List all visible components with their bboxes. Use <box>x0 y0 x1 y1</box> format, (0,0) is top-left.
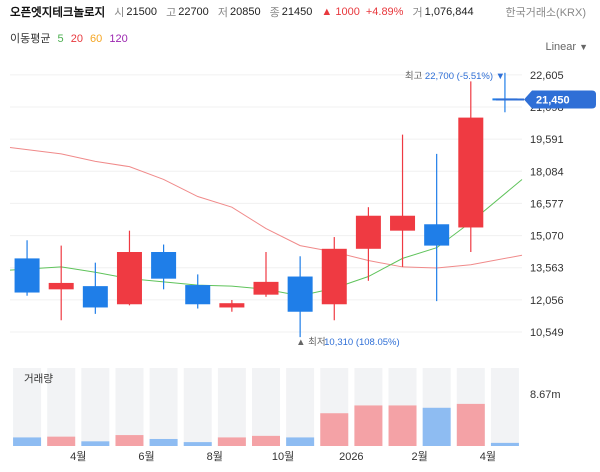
close-label: 종 <box>269 7 280 19</box>
volume-column-bg <box>183 368 212 446</box>
volume-tick-label: 8.67m <box>530 389 561 401</box>
scale-label: Linear <box>545 41 577 53</box>
candle-body <box>253 281 279 295</box>
volume-bar <box>490 442 519 446</box>
ma20-line <box>9 146 523 269</box>
ma-legend-60: 60 <box>90 33 103 45</box>
volume-bar <box>183 442 212 446</box>
candle-body <box>424 224 450 246</box>
change-value: ▲ 1000 <box>321 6 360 18</box>
exchange-label: 한국거래소(KRX) <box>505 7 586 19</box>
candle-body <box>116 252 142 305</box>
volume-bar <box>217 437 246 446</box>
x-tick-label: 8월 <box>207 450 223 463</box>
y-tick-label: 16,577 <box>530 198 564 210</box>
x-tick-label: 4월 <box>70 450 86 463</box>
candle-body <box>219 303 245 308</box>
volume-bar <box>81 441 110 446</box>
open-label: 시 <box>114 7 125 19</box>
low-annotation-value: 10,310 (108.05%) <box>324 337 400 348</box>
open-value: 21500 <box>126 6 158 18</box>
x-tick-label: 10월 <box>272 450 294 463</box>
current-price-tag <box>524 90 596 109</box>
candle-body <box>287 276 313 312</box>
candle-body <box>14 258 40 293</box>
ma-legend-120: 120 <box>109 33 128 45</box>
y-tick-label: 18,084 <box>530 166 564 178</box>
volume-column-bg <box>81 368 110 446</box>
close-value: 21450 <box>281 6 313 18</box>
volume-column-bg <box>47 368 76 446</box>
candle-body <box>82 286 108 308</box>
high-annotation-value: 22,700 (-5.51%) ▼ <box>425 71 505 82</box>
volume-column-bg <box>286 368 315 446</box>
low-annotation-prefix: ▲ 최저 <box>296 337 326 348</box>
volume-title: 거래량 <box>24 373 53 385</box>
candle-body <box>458 117 484 228</box>
candle-body <box>321 248 347 305</box>
ma-legend-5: 5 <box>57 33 64 45</box>
quote-header: 오픈엣지테크놀로지 시 21500 고 22700 저 20850 종 21450 ▲ … <box>10 4 590 22</box>
scale-dropdown[interactable]: Linear ▼ <box>546 41 589 53</box>
chevron-down-icon: ▼ <box>579 42 588 52</box>
volume-column-bg <box>115 368 144 446</box>
volume-bar <box>354 405 383 446</box>
y-tick-label: 12,056 <box>530 295 564 307</box>
high-label: 고 <box>166 7 177 19</box>
x-tick-label: 2월 <box>411 450 427 463</box>
volume-bar <box>47 436 76 446</box>
volume-bar <box>388 405 417 446</box>
y-tick-label: 10,549 <box>530 327 564 339</box>
y-tick-label: 13,563 <box>530 263 564 275</box>
volume-bar <box>149 438 178 446</box>
candle-body <box>151 252 177 279</box>
volume-column-bg <box>490 368 519 446</box>
volume-bar <box>286 437 315 446</box>
candle-body <box>390 215 416 231</box>
y-tick-label: 15,070 <box>530 231 564 243</box>
volume-column-bg <box>252 368 280 446</box>
volume-bar <box>252 435 280 446</box>
volume-bar <box>115 435 144 446</box>
x-tick-label: 2026 <box>339 451 363 463</box>
volume-column-bg <box>149 368 178 446</box>
high-annotation-prefix: 최고 <box>405 71 423 82</box>
candle-body <box>185 285 211 305</box>
stock-name: 오픈엣지테크놀로지 <box>10 7 106 19</box>
volume-bar <box>320 413 349 446</box>
moving-average-legend[interactable]: 이동평균 5 20 60 120 <box>10 30 132 46</box>
volume-label: 거 <box>412 7 423 19</box>
volume-column-bg <box>217 368 246 446</box>
volume-bar <box>13 437 42 446</box>
ma-legend-title: 이동평균 <box>10 33 51 45</box>
high-value: 22700 <box>178 6 209 18</box>
x-tick-label: 4월 <box>480 450 496 463</box>
low-value: 20850 <box>229 6 261 18</box>
ma-legend-20: 20 <box>70 33 83 45</box>
volume-bar <box>422 407 451 446</box>
volume-bar <box>456 403 485 446</box>
current-price-label: 21,450 <box>536 94 570 106</box>
volume-value: 1,076,844 <box>424 6 474 18</box>
x-tick-label: 6월 <box>138 450 154 463</box>
candle-body <box>355 215 381 249</box>
volume-column-bg <box>13 368 42 446</box>
candle-body <box>48 282 74 290</box>
y-tick-label: 19,591 <box>530 134 564 146</box>
low-label: 저 <box>217 7 228 19</box>
change-pct: +4.89% <box>365 6 404 18</box>
y-tick-label: 22,605 <box>530 70 564 82</box>
